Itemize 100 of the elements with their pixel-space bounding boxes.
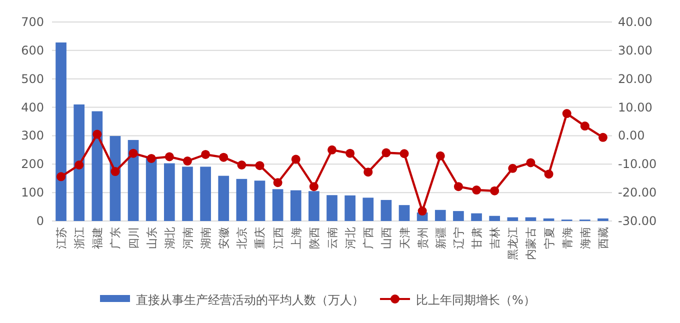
- y2-tick-label: -10.00: [618, 157, 657, 172]
- bar: [525, 217, 536, 221]
- point: [382, 148, 391, 158]
- x-tick-label: 重庆: [254, 227, 267, 249]
- bar: [218, 176, 230, 221]
- y-tick-label: 400: [21, 100, 44, 114]
- x-tick-label: 海南: [578, 227, 592, 249]
- x-tick-label: 辽宁: [452, 227, 466, 249]
- point: [255, 161, 264, 170]
- y-tick-label: 700: [21, 15, 44, 29]
- y-tick-label: 500: [21, 72, 44, 86]
- bar: [110, 136, 121, 221]
- x-tick-label: 上海: [290, 227, 303, 249]
- x-tick-label: 广东: [109, 227, 122, 249]
- x-tick-label: 湖北: [163, 227, 176, 249]
- x-tick-label: 内蒙古: [524, 227, 538, 260]
- x-tick-label: 新疆: [434, 227, 448, 249]
- point: [472, 186, 482, 195]
- point: [164, 152, 174, 162]
- x-tick-label: 福建: [91, 227, 104, 249]
- legend-label: 直接从事生产经营活动的平均人数（万人）: [136, 293, 364, 307]
- point: [128, 148, 138, 158]
- point: [56, 172, 66, 182]
- point: [544, 170, 554, 179]
- bar: [344, 195, 356, 221]
- point: [328, 145, 336, 154]
- point: [562, 109, 572, 118]
- x-tick-label: 江西: [272, 227, 285, 249]
- bar: [434, 210, 446, 221]
- bar: [236, 178, 248, 221]
- x-tick-label: 陕西: [308, 227, 321, 249]
- bar: [598, 218, 608, 221]
- bar: [543, 218, 554, 221]
- bar: [254, 180, 266, 221]
- bar: [380, 200, 392, 221]
- bar: [308, 191, 320, 221]
- point: [273, 178, 282, 188]
- bar: [272, 189, 284, 221]
- bar: [74, 104, 85, 221]
- y-tick-label: 100: [21, 186, 44, 200]
- bar: [164, 163, 175, 221]
- point: [182, 156, 192, 166]
- y-tick-label: 300: [21, 128, 44, 143]
- point: [508, 164, 518, 173]
- y2-tick-label: 10.00: [618, 100, 652, 114]
- y2-tick-label: -20.00: [618, 186, 657, 200]
- x-tick-label: 河北: [344, 227, 358, 249]
- x-tick-label: 湖南: [200, 227, 213, 249]
- x-tick-label: 安徽: [218, 227, 231, 249]
- bar: [128, 140, 139, 221]
- bar: [182, 166, 193, 221]
- bar: [398, 205, 410, 221]
- y-tick-label: 0: [36, 214, 44, 228]
- y2-tick-label: 30.00: [618, 43, 652, 58]
- x-tick-label: 江苏: [55, 227, 68, 249]
- point: [219, 152, 228, 162]
- y-tick-label: 200: [21, 157, 44, 172]
- y-tick-label: 600: [21, 43, 44, 58]
- point: [346, 148, 355, 158]
- point: [291, 154, 300, 164]
- x-tick-label: 浙江: [73, 227, 86, 249]
- x-tick-label: 山西: [380, 227, 394, 249]
- x-tick-label: 云南: [326, 227, 339, 249]
- point: [201, 150, 210, 159]
- bar: [56, 42, 66, 221]
- point: [526, 158, 536, 168]
- point: [74, 160, 84, 170]
- x-tick-label: 西藏: [596, 227, 610, 249]
- bar: [290, 190, 302, 221]
- point: [454, 182, 463, 192]
- bar: [200, 166, 211, 221]
- y2-tick-label: 0.00: [618, 128, 645, 143]
- x-tick-label: 四川: [127, 227, 140, 249]
- x-tick-label: 天津: [398, 227, 412, 249]
- y2-tick-label: 40.00: [618, 15, 652, 29]
- point: [237, 160, 246, 170]
- x-tick-label: 黑龙江: [506, 227, 520, 260]
- x-tick-label: 青海: [560, 227, 574, 249]
- y2-tick-label: -30.00: [618, 214, 657, 228]
- x-tick-label: 北京: [236, 227, 249, 249]
- x-tick-label: 山东: [145, 227, 158, 249]
- bar: [453, 211, 464, 221]
- point: [598, 132, 608, 142]
- legend-label: 比上年同期增长（%）: [416, 293, 536, 307]
- point: [580, 122, 590, 131]
- bar: [489, 216, 500, 221]
- x-tick-label: 甘肃: [470, 227, 484, 249]
- point: [110, 167, 120, 176]
- bar: [92, 111, 103, 221]
- bar: [362, 198, 374, 221]
- bar: [471, 213, 482, 221]
- y2-tick-label: 20.00: [618, 72, 652, 86]
- point: [146, 154, 156, 163]
- point: [436, 151, 445, 160]
- bar: [326, 195, 338, 221]
- x-tick-label: 河南: [181, 227, 194, 249]
- point: [92, 130, 102, 139]
- x-tick-label: 贵州: [416, 227, 430, 249]
- point: [418, 206, 427, 216]
- bar: [146, 157, 157, 221]
